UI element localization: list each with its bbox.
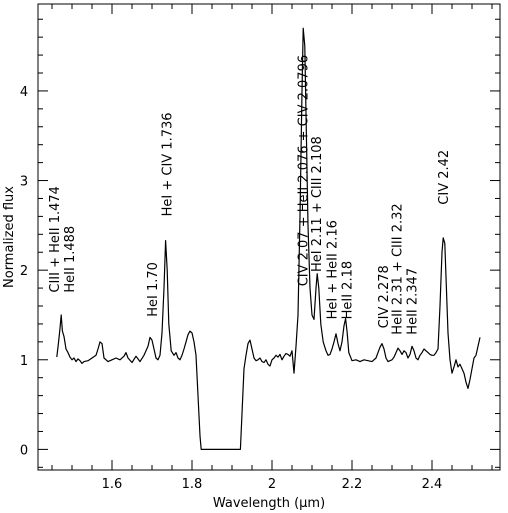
y-axis-label: Normalized flux bbox=[2, 186, 17, 288]
line-annotation: HeI 1.70 bbox=[146, 262, 161, 317]
line-annotation: CIII + HeII 1.474 bbox=[48, 186, 63, 293]
x-tick-label: 1.8 bbox=[182, 477, 203, 492]
line-annotation: HeII 2.31 + CIII 2.32 bbox=[391, 203, 406, 334]
y-tick-label: 0 bbox=[20, 443, 28, 458]
y-tick-label: 2 bbox=[20, 264, 28, 279]
line-annotation: HeI 2.11 + CIII 2.108 bbox=[310, 136, 325, 272]
plot-layer: 1.6 1.8 2 2.2 2.4 0 1 2 3 4 Wavelength (μm) Normali… bbox=[2, 3, 501, 511]
x-axis-label: Wavelength (μm) bbox=[213, 496, 325, 511]
line-annotation: HeI + HeII 2.16 bbox=[326, 220, 341, 319]
line-annotation: HeI + CIV 1.736 bbox=[160, 112, 175, 216]
line-annotation: HeII 1.488 bbox=[63, 226, 78, 293]
line-annotation: HeII 2.347 bbox=[406, 268, 421, 335]
x-tick-label: 2.2 bbox=[342, 477, 363, 492]
spectrum-line bbox=[56, 27, 481, 450]
y-tick-label: 3 bbox=[20, 175, 28, 190]
y-tick-label: 4 bbox=[20, 85, 28, 100]
x-tick-label: 2 bbox=[268, 477, 276, 492]
plot-frame bbox=[37, 3, 501, 471]
x-tick-label: 2.4 bbox=[422, 477, 443, 492]
line-annotation: CIV 2.42 bbox=[437, 150, 452, 205]
line-annotation: HeII 2.18 bbox=[341, 261, 356, 320]
y-tick-label: 1 bbox=[20, 354, 28, 369]
x-tick-label: 1.6 bbox=[102, 477, 123, 492]
line-annotation: CIV 2.278 bbox=[377, 265, 392, 328]
line-annotation: CIV 2.07 + HeII 2.076 + CIV 2.0796 bbox=[296, 55, 311, 286]
